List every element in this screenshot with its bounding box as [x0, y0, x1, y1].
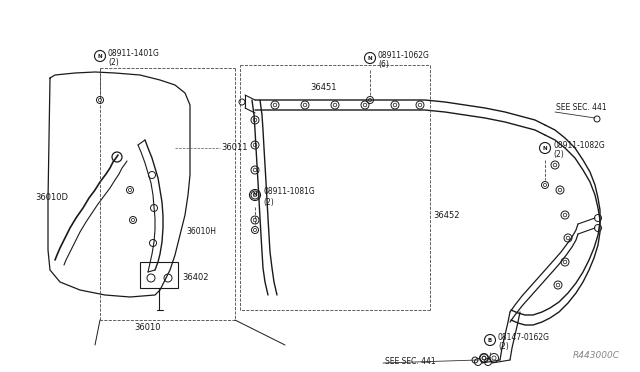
- Text: 36010: 36010: [135, 324, 161, 333]
- Text: 36010H: 36010H: [186, 228, 216, 237]
- Text: N: N: [368, 55, 372, 61]
- Text: 08911-1082G: 08911-1082G: [553, 141, 605, 150]
- Text: SEE SEC. 441: SEE SEC. 441: [385, 357, 436, 366]
- Text: (2): (2): [263, 198, 274, 206]
- Text: (2): (2): [553, 151, 564, 160]
- Text: N: N: [253, 192, 257, 198]
- Text: N: N: [543, 145, 547, 151]
- Text: B: B: [488, 337, 492, 343]
- Text: 36451: 36451: [310, 83, 337, 93]
- Text: SEE SEC. 441: SEE SEC. 441: [556, 103, 607, 112]
- Text: 08147-0162G: 08147-0162G: [498, 333, 550, 341]
- Text: 36010D: 36010D: [35, 193, 68, 202]
- Text: 36011: 36011: [221, 144, 248, 153]
- Text: 08911-1081G: 08911-1081G: [263, 187, 315, 196]
- Text: 08911-1401G: 08911-1401G: [108, 48, 160, 58]
- Text: 36402: 36402: [182, 273, 209, 282]
- Text: R443000C: R443000C: [573, 350, 620, 359]
- Text: 36452: 36452: [433, 211, 460, 219]
- Text: 08911-1062G: 08911-1062G: [378, 51, 430, 60]
- Text: (2): (2): [108, 58, 119, 67]
- Text: (2): (2): [498, 343, 509, 352]
- Text: N: N: [98, 54, 102, 58]
- Text: (6): (6): [378, 61, 389, 70]
